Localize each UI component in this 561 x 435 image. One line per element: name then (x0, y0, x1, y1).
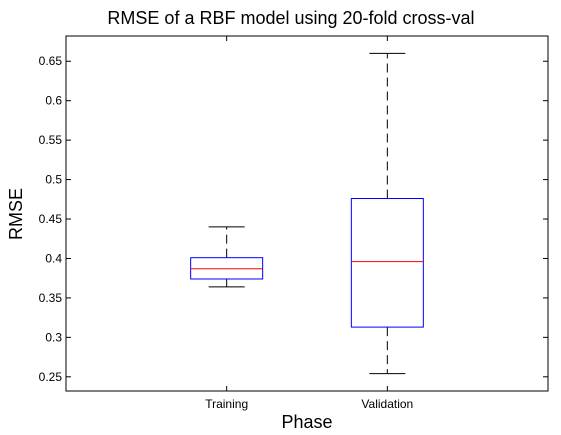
box-series (190, 52, 424, 375)
y-tick-label: 0.25 (39, 370, 63, 384)
y-tick-label: 0.65 (39, 54, 63, 68)
y-tick-label: 0.5 (45, 173, 62, 187)
y-axis: 0.25 0.3 0.35 0.4 0.45 0.5 0.55 0.6 0.65 (39, 54, 548, 384)
x-axis-label: Phase (281, 412, 332, 432)
box-validation (350, 52, 424, 375)
x-tick-label: Training (205, 397, 248, 411)
y-tick-label: 0.55 (39, 133, 63, 147)
box-training (190, 226, 264, 288)
y-tick-label: 0.3 (45, 330, 62, 344)
x-tick-label: Validation (361, 397, 413, 411)
chart-title: RMSE of a RBF model using 20-fold cross-… (107, 8, 474, 28)
y-tick-label: 0.35 (39, 291, 63, 305)
y-axis-label: RMSE (6, 188, 26, 240)
x-axis: Training Validation (205, 36, 413, 411)
plot-area (65, 35, 549, 392)
y-tick-label: 0.45 (39, 212, 63, 226)
y-tick-label: 0.6 (45, 94, 62, 108)
y-tick-label: 0.4 (45, 251, 62, 265)
iqr-box (350, 198, 424, 328)
